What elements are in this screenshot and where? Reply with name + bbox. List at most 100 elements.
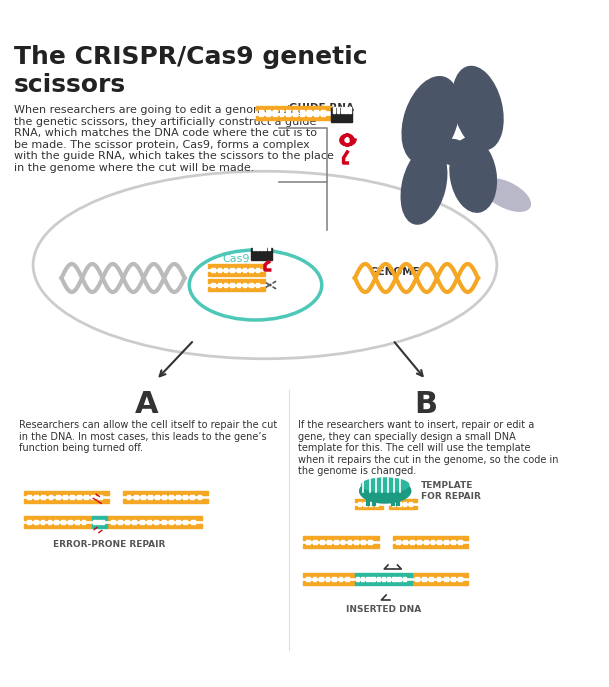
Bar [24, 499, 109, 503]
Ellipse shape [482, 179, 530, 211]
Bar [134, 495, 138, 499]
Bar [256, 268, 259, 273]
Bar [147, 519, 151, 524]
Bar [387, 576, 390, 581]
Bar [348, 107, 351, 113]
Bar [354, 539, 358, 544]
Bar [451, 539, 455, 544]
Bar [98, 495, 102, 499]
Bar [371, 576, 375, 581]
Bar [208, 264, 265, 268]
Text: A: A [135, 390, 158, 419]
Bar [24, 491, 109, 495]
Bar [306, 576, 309, 581]
Bar [49, 495, 52, 499]
Bar [333, 107, 336, 113]
Text: If the researchers want to insert, repair or edit a
gene, they can specially des: If the researchers want to insert, repai… [298, 420, 558, 476]
Bar [34, 519, 38, 524]
Bar [24, 524, 92, 528]
Bar [340, 107, 343, 113]
Text: TEMPLATE
FOR REPAIR: TEMPLATE FOR REPAIR [421, 482, 481, 501]
Bar [256, 106, 331, 110]
Bar [392, 576, 396, 581]
Bar [393, 544, 468, 548]
Bar [422, 576, 426, 581]
Bar [208, 279, 265, 282]
Bar [458, 576, 462, 581]
Bar [361, 576, 364, 581]
Bar [132, 519, 136, 524]
Bar [48, 519, 51, 524]
Bar [403, 576, 406, 581]
Bar [259, 110, 262, 116]
Bar [445, 539, 448, 544]
Bar [437, 539, 442, 544]
Bar [162, 495, 166, 499]
Bar [208, 287, 265, 291]
Bar [54, 519, 58, 524]
Bar [77, 495, 81, 499]
Bar [183, 495, 187, 499]
Bar [256, 116, 331, 120]
Ellipse shape [402, 77, 459, 164]
Text: Researchers can allow the cell itself to repair the cut
in the DNA. In most case: Researchers can allow the cell itself to… [19, 420, 277, 453]
Bar [68, 519, 72, 524]
Bar [382, 576, 385, 581]
Bar [268, 245, 270, 250]
Text: INSERTED DNA: INSERTED DNA [346, 605, 421, 614]
Bar [139, 519, 144, 524]
Bar [183, 519, 188, 524]
Bar [331, 108, 352, 122]
Bar [319, 576, 323, 581]
Bar [393, 536, 468, 539]
Bar [303, 536, 379, 539]
Bar [224, 268, 227, 273]
Bar [243, 282, 247, 287]
Bar [176, 495, 180, 499]
Bar [123, 491, 208, 495]
Bar [303, 544, 379, 548]
Bar [249, 282, 253, 287]
Bar [111, 519, 114, 524]
Bar [340, 539, 345, 544]
Bar [375, 502, 378, 506]
Bar [251, 248, 272, 260]
Bar [211, 268, 215, 273]
Bar [243, 268, 247, 273]
Bar [107, 516, 202, 519]
Bar [224, 282, 227, 287]
Bar [327, 539, 331, 544]
Bar [41, 495, 45, 499]
Bar [376, 576, 380, 581]
Bar [355, 573, 412, 576]
Bar [332, 576, 336, 581]
Bar [286, 110, 290, 116]
Bar [260, 245, 262, 250]
Bar [412, 581, 468, 585]
Bar [249, 268, 253, 273]
Bar [211, 282, 215, 287]
Bar [123, 499, 208, 503]
Text: B: B [414, 390, 437, 419]
Ellipse shape [362, 478, 409, 492]
Bar [197, 495, 202, 499]
Bar [63, 495, 66, 499]
Bar [392, 502, 395, 506]
Bar [280, 110, 283, 116]
Bar [314, 110, 318, 116]
Bar [356, 576, 359, 581]
Bar [294, 110, 297, 116]
Text: GENOME: GENOME [369, 267, 420, 277]
Bar [55, 495, 60, 499]
Bar [355, 506, 383, 509]
Bar [237, 282, 240, 287]
Bar [161, 519, 166, 524]
Text: ERROR-PRONE REPAIR: ERROR-PRONE REPAIR [52, 540, 165, 549]
Bar [355, 499, 383, 502]
Bar [169, 519, 173, 524]
Bar [27, 519, 31, 524]
Bar [230, 268, 234, 273]
Bar [75, 519, 79, 524]
Bar [364, 502, 367, 506]
Bar [256, 282, 259, 287]
